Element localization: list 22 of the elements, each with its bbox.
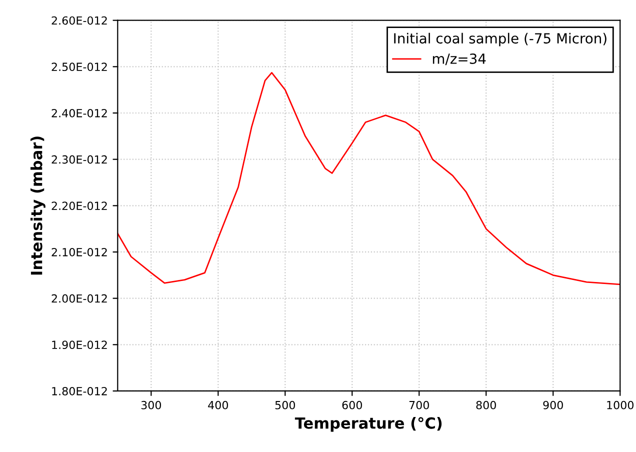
x-tick-label: 800 — [476, 400, 496, 410]
line-series — [118, 72, 620, 286]
y-tick-label: 2.20E-012 — [52, 202, 107, 210]
legend-title: Initial coal sample (-75 Micron) — [394, 32, 606, 46]
y-tick-label: 1.90E-012 — [52, 340, 107, 350]
x-tick-label: 600 — [342, 400, 362, 410]
y-tick-label: 2.60E-012 — [52, 16, 107, 25]
x-tick-label: 400 — [208, 400, 228, 410]
x-tick-label: 700 — [409, 400, 429, 410]
y-tick-label: 2.30E-012 — [52, 155, 107, 164]
x-tick-label: 1000 — [607, 400, 634, 410]
y-tick-label: 2.40E-012 — [52, 108, 107, 118]
x-tick-label: 300 — [141, 400, 162, 410]
x-tick-label: 500 — [275, 400, 296, 410]
y-tick-label: 2.10E-012 — [52, 248, 107, 256]
y-tick-label: 1.80E-012 — [52, 386, 107, 396]
x-axis-title: Temperature (°C) — [294, 417, 442, 432]
y-tick-label: 2.00E-012 — [52, 294, 107, 303]
x-tick-label: 900 — [543, 400, 563, 410]
y-tick-label: 2.50E-012 — [52, 62, 107, 72]
y-axis-title: Intensity (mbar) — [30, 136, 46, 275]
legend-label: m/z=34 — [432, 53, 486, 66]
